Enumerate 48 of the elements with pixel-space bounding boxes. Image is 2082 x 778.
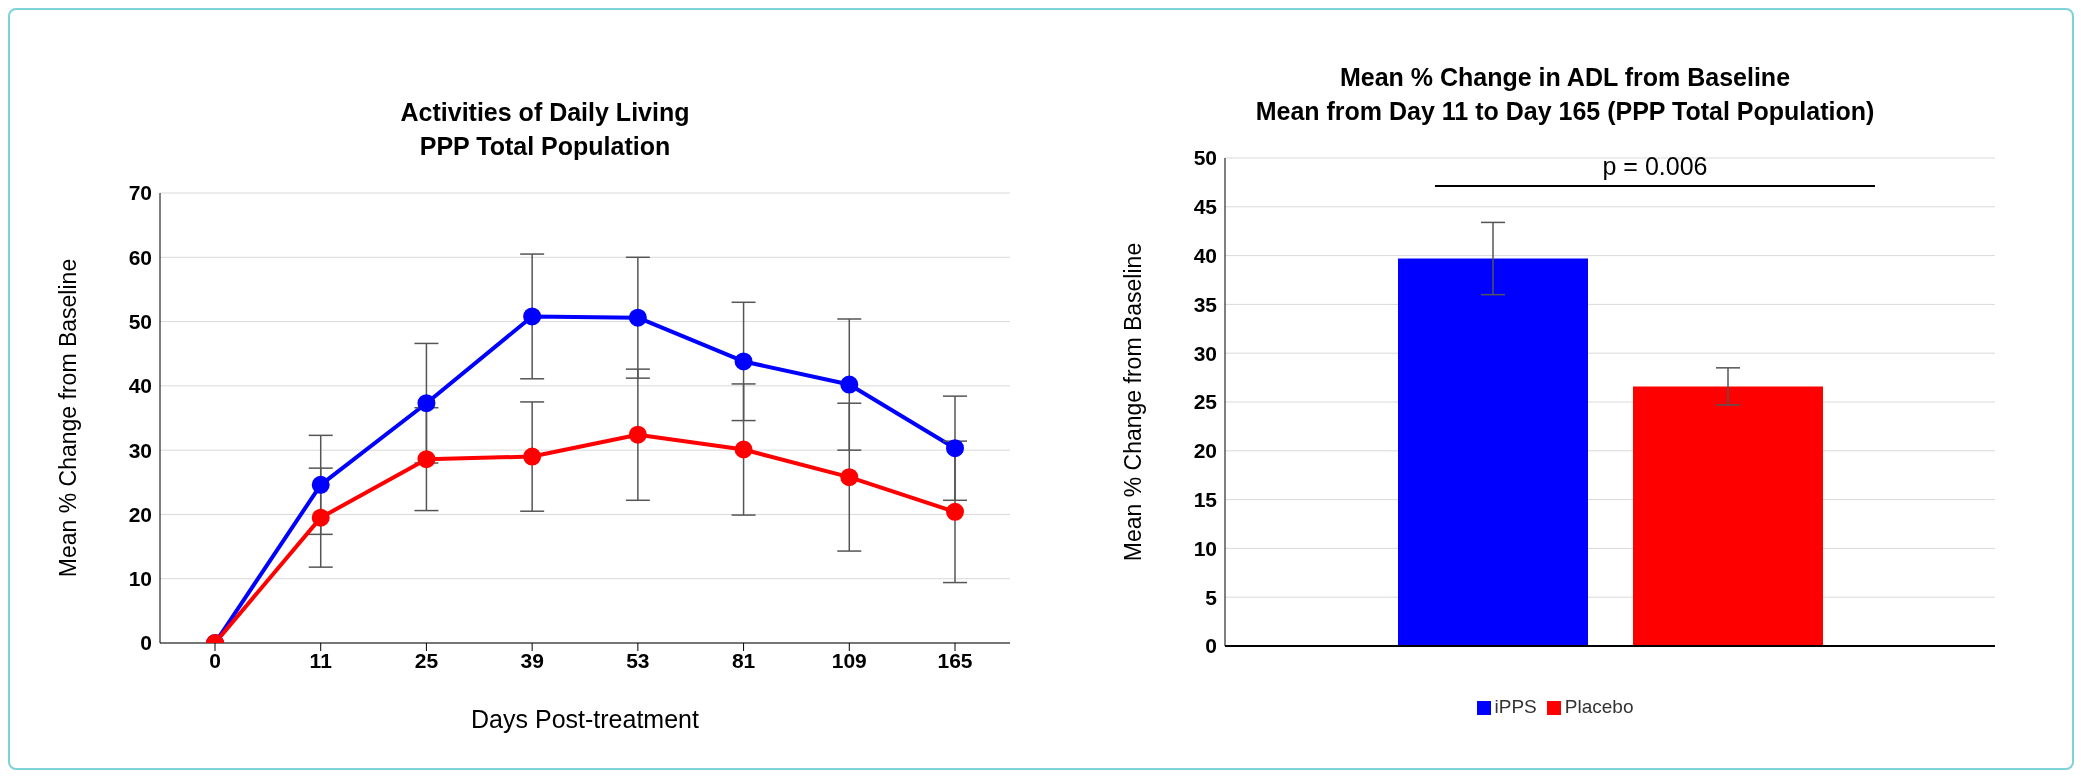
x-tick-label: 165 — [937, 648, 973, 672]
y-tick-label: 40 — [1193, 244, 1217, 268]
legend-label: iPPS — [1494, 696, 1537, 717]
point — [734, 440, 753, 459]
y-axis-title: Mean % Change from Baseline — [1120, 242, 1147, 562]
point — [840, 468, 859, 487]
y-tick-label: 70 — [128, 181, 152, 205]
x-tick-label: 81 — [731, 648, 756, 672]
chart-title: Mean % Change in ADL from Baseline Mean from Day 11 to Day 165 (PPP Total Population) — [1254, 62, 1876, 127]
x-axis-title: Days Post-treatment — [471, 705, 699, 733]
y-tick-label: 20 — [128, 502, 152, 526]
y-tick-label: 10 — [128, 567, 152, 591]
y-tick-label: 35 — [1193, 292, 1218, 316]
y-axis-title: Mean % Change from Baseline — [55, 258, 82, 578]
point — [523, 307, 542, 326]
x-tick-label: 53 — [626, 648, 650, 672]
point — [417, 394, 436, 413]
point — [840, 375, 859, 394]
y-tick-label: 45 — [1193, 195, 1218, 219]
y-tick-label: 50 — [128, 310, 152, 334]
x-tick-label: 0 — [209, 648, 221, 672]
x-tick-label: 39 — [520, 648, 544, 672]
y-tick-label: 50 — [1193, 146, 1217, 170]
y-tick-label: 5 — [1205, 585, 1218, 609]
y-tick-label: 30 — [1193, 341, 1217, 365]
y-tick-label: 15 — [1193, 488, 1218, 512]
y-tick-label: 30 — [128, 438, 152, 462]
y-tick-label: 10 — [1193, 536, 1217, 560]
chart-title: Activities of Daily Living PPP Total Population — [399, 97, 691, 162]
point — [523, 447, 542, 466]
point — [311, 508, 330, 527]
point — [628, 425, 647, 444]
point — [734, 352, 753, 371]
y-tick-label: 40 — [128, 374, 152, 398]
x-tick-label: 109 — [831, 648, 867, 672]
y-tick-label: 60 — [128, 245, 152, 269]
y-tick-label: 0 — [140, 631, 152, 655]
legend-label: Placebo — [1564, 696, 1634, 717]
point — [311, 475, 330, 494]
y-tick-label: 25 — [1193, 390, 1218, 414]
point — [946, 439, 964, 458]
annotation: p = 0.006 — [1602, 152, 1708, 180]
point — [946, 502, 964, 521]
point — [417, 450, 436, 469]
point — [628, 308, 647, 327]
y-tick-label: 20 — [1193, 439, 1217, 463]
x-tick-label: 11 — [309, 648, 333, 672]
x-tick-label: 25 — [414, 648, 439, 672]
